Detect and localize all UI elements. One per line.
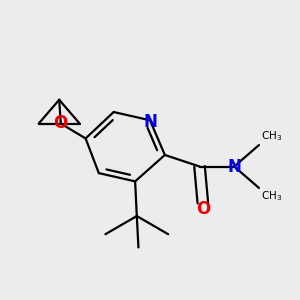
Text: O: O xyxy=(53,114,67,132)
Text: CH$_3$: CH$_3$ xyxy=(261,130,282,143)
Text: O: O xyxy=(196,200,210,218)
Text: CH$_3$: CH$_3$ xyxy=(261,190,282,203)
Text: N: N xyxy=(228,158,242,175)
Text: N: N xyxy=(144,113,158,131)
